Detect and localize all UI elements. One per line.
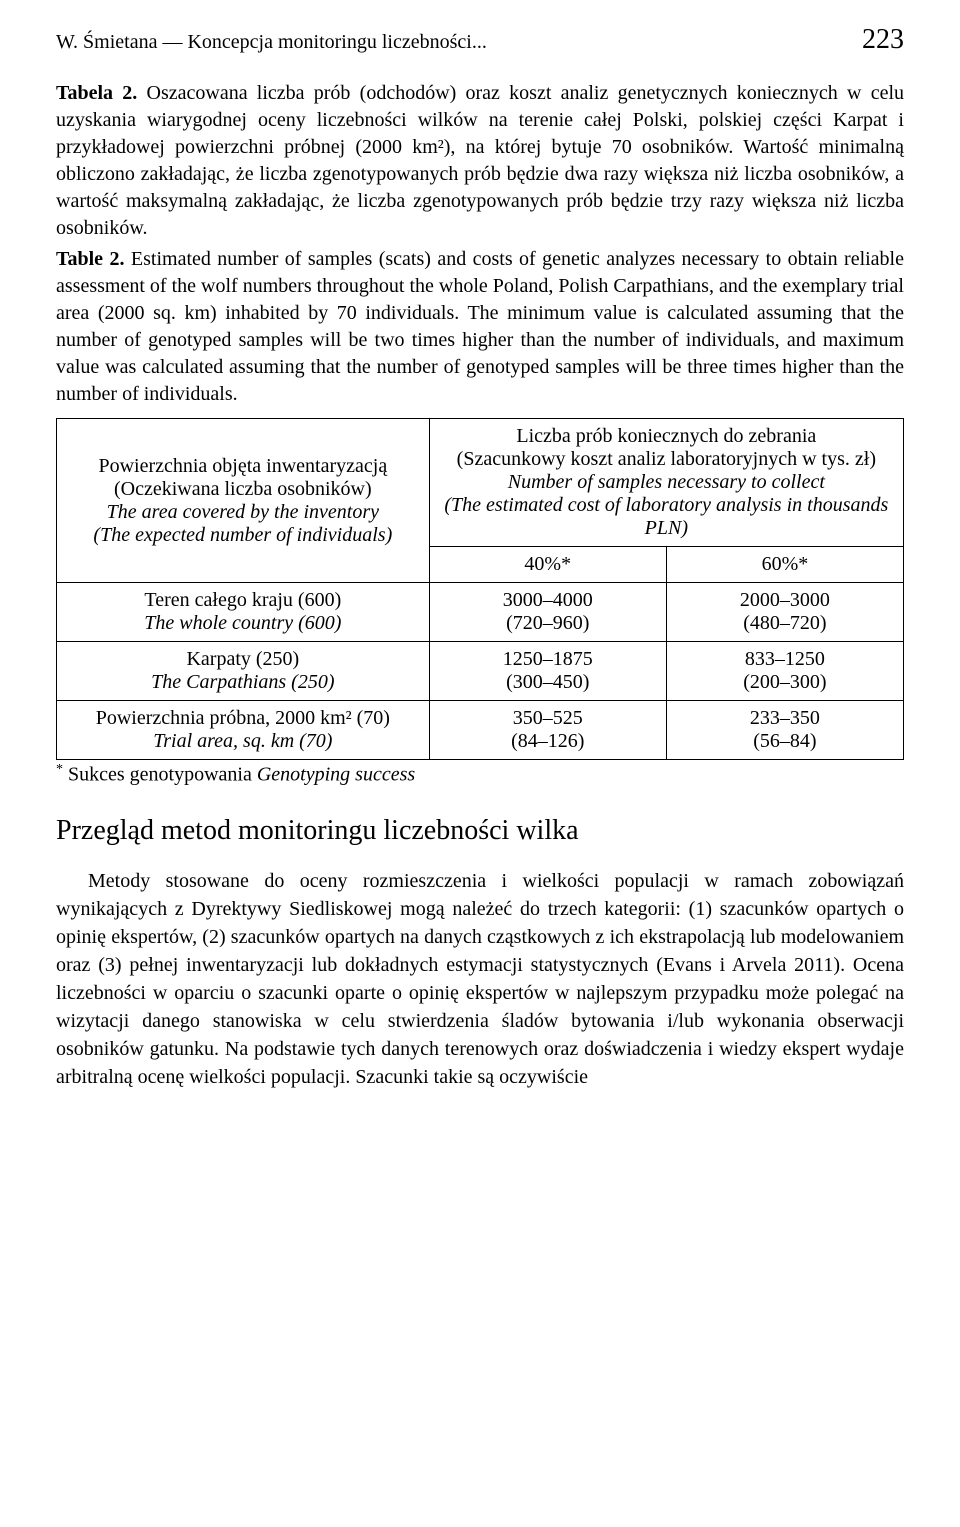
head-left-pl2: (Oczekiwana liczba osobników) — [67, 478, 419, 501]
row-c40: 350–525 (84–126) — [429, 701, 666, 760]
caption-pl-label: Tabela 2. — [56, 82, 137, 104]
caption-en-text: Estimated number of samples (scats) and … — [56, 248, 904, 405]
col-40: 40%* — [429, 547, 666, 583]
row-label-en: Trial area, sq. km (70) — [67, 730, 419, 753]
row-c40b: (84–126) — [440, 730, 656, 753]
row-label: Powierzchnia próbna, 2000 km² (70) Trial… — [57, 701, 430, 760]
table-caption-pl: Tabela 2. Oszacowana liczba prób (odchod… — [56, 80, 904, 242]
row-c40b: (720–960) — [440, 612, 656, 635]
head-left-en2: (The expected number of individuals) — [67, 524, 419, 547]
footnote-star: * — [56, 762, 63, 777]
table-footnote: * Sukces genotypowania Genotyping succes… — [56, 762, 904, 787]
row-c40a: 1250–1875 — [440, 648, 656, 671]
row-c40b: (300–450) — [440, 671, 656, 694]
row-c60: 833–1250 (200–300) — [666, 642, 903, 701]
row-c60: 2000–3000 (480–720) — [666, 583, 903, 642]
row-label-en: The whole country (600) — [67, 612, 419, 635]
row-c40: 3000–4000 (720–960) — [429, 583, 666, 642]
row-c60a: 833–1250 — [677, 648, 893, 671]
row-label-pl: Karpaty (250) — [67, 648, 419, 671]
body-paragraph: Metody stosowane do oceny rozmieszczenia… — [56, 867, 904, 1091]
section-title: Przegląd metod monitoringu liczebności w… — [56, 815, 904, 847]
table-header-row-1: Powierzchnia objęta inwentaryzacją (Ocze… — [57, 419, 904, 547]
head-right-en1: Number of samples necessary to collect — [440, 471, 893, 494]
data-table: Powierzchnia objęta inwentaryzacją (Ocze… — [56, 418, 904, 760]
row-c60a: 233–350 — [677, 707, 893, 730]
row-c60a: 2000–3000 — [677, 589, 893, 612]
row-c40: 1250–1875 (300–450) — [429, 642, 666, 701]
table-row: Karpaty (250) The Carpathians (250) 1250… — [57, 642, 904, 701]
table-caption-en: Table 2. Estimated number of samples (sc… — [56, 246, 904, 408]
running-header: W. Śmietana — Koncepcja monitoringu licz… — [56, 24, 904, 56]
table-head-left: Powierzchnia objęta inwentaryzacją (Ocze… — [57, 419, 430, 583]
row-label: Karpaty (250) The Carpathians (250) — [57, 642, 430, 701]
footnote-pl: Sukces genotypowania — [63, 764, 257, 786]
row-c60b: (56–84) — [677, 730, 893, 753]
row-label-en: The Carpathians (250) — [67, 671, 419, 694]
head-right-pl1: Liczba prób koniecznych do zebrania — [440, 425, 893, 448]
head-right-pl2: (Szacunkowy koszt analiz laboratoryjnych… — [440, 448, 893, 471]
row-label: Teren całego kraju (600) The whole count… — [57, 583, 430, 642]
table-row: Teren całego kraju (600) The whole count… — [57, 583, 904, 642]
footnote-en: Genotyping success — [257, 764, 415, 786]
header-left: W. Śmietana — Koncepcja monitoringu licz… — [56, 31, 487, 54]
row-c60b: (200–300) — [677, 671, 893, 694]
caption-pl-text: Oszacowana liczba prób (odchodów) oraz k… — [56, 82, 904, 239]
row-c60: 233–350 (56–84) — [666, 701, 903, 760]
row-c40a: 3000–4000 — [440, 589, 656, 612]
table-row: Powierzchnia próbna, 2000 km² (70) Trial… — [57, 701, 904, 760]
row-c60b: (480–720) — [677, 612, 893, 635]
row-label-pl: Powierzchnia próbna, 2000 km² (70) — [67, 707, 419, 730]
row-c40a: 350–525 — [440, 707, 656, 730]
head-right-en2: (The estimated cost of laboratory analys… — [440, 494, 893, 540]
caption-en-label: Table 2. — [56, 248, 124, 270]
table-head-right: Liczba prób koniecznych do zebrania (Sza… — [429, 419, 903, 547]
head-left-en1: The area covered by the inventory — [67, 501, 419, 524]
col-60: 60%* — [666, 547, 903, 583]
row-label-pl: Teren całego kraju (600) — [67, 589, 419, 612]
head-left-pl1: Powierzchnia objęta inwentaryzacją — [67, 455, 419, 478]
page-number: 223 — [862, 24, 904, 56]
